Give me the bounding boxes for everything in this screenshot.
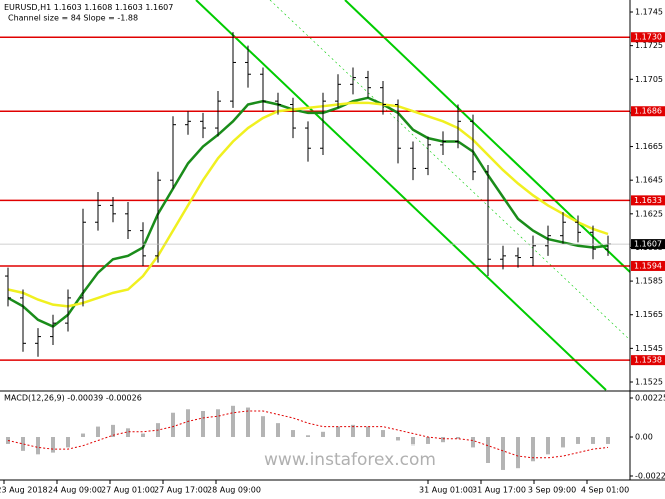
macd-bar: [351, 424, 355, 437]
macd-bar: [141, 433, 145, 437]
macd-bar: [411, 437, 415, 446]
macd-bar: [486, 437, 490, 463]
y-tick-label: -0.00225: [635, 472, 665, 481]
price-label: 1.1607: [634, 240, 662, 249]
y-tick-label: 1.1725: [635, 41, 663, 50]
macd-bar: [306, 435, 310, 437]
x-tick-label: 31 Aug 17:00: [472, 486, 526, 495]
moving-average: [7, 101, 609, 308]
macd-bar: [381, 430, 385, 437]
symbol: EURUSD,H1 1.1603 1.1608 1.1603 1.1607: [4, 3, 173, 12]
x-tick-label: 3 Sep 09:00: [528, 486, 576, 495]
level-label: 1.1594: [634, 261, 662, 270]
level-label-bg: [631, 106, 665, 117]
level-label: 1.1538: [634, 356, 662, 365]
macd-bar: [606, 437, 610, 444]
level-label-bg: [631, 195, 665, 206]
symbol-name: EURUSD,H1: [4, 3, 51, 12]
channel-lower: [195, 0, 607, 391]
channel-info: Channel size = 84 Slope = -1.88: [8, 14, 138, 23]
macd-bar: [591, 437, 595, 444]
macd-bar: [21, 437, 25, 451]
y-tick-label: 1.1625: [635, 209, 663, 218]
x-tick-label: 28 Aug 09:00: [207, 486, 261, 495]
level-label: 1.1633: [634, 196, 662, 205]
macd-bar: [66, 437, 70, 448]
macd-bar: [396, 437, 400, 441]
y-tick-label: 1.1705: [635, 75, 663, 84]
y-tick-label: 1.1585: [635, 277, 663, 286]
x-tick-label: 31 Aug 01:00: [419, 486, 473, 495]
ohlc: 1.1603 1.1608 1.1603 1.1607: [54, 3, 174, 12]
level-label-bg: [631, 32, 665, 43]
macd-bar: [81, 433, 85, 437]
level-label: 1.1730: [634, 33, 662, 42]
macd-bar: [51, 437, 55, 453]
macd-bar: [201, 411, 205, 437]
macd-bar: [441, 437, 445, 443]
macd-bar: [321, 431, 325, 437]
macd-bar: [501, 437, 505, 470]
macd-bar: [261, 416, 265, 437]
level-label-bg: [631, 355, 665, 366]
macd-bar: [96, 426, 100, 437]
watermark: www.instaforex.com: [264, 450, 436, 470]
y-tick-label: 1.1545: [635, 344, 663, 353]
macd-bar: [186, 409, 190, 437]
macd-bar: [576, 437, 580, 444]
x-tick-label: 23 Aug 2018: [0, 486, 48, 495]
x-tick-label: 27 Aug 17:00: [154, 486, 208, 495]
x-tick-label: 24 Aug 09:00: [48, 486, 102, 495]
moving-average: [7, 96, 609, 328]
y-tick-label: 0.00: [635, 433, 653, 442]
macd-bar: [231, 405, 235, 437]
y-tick-label: 1.1565: [635, 310, 663, 319]
level-label: 1.1686: [634, 107, 662, 116]
x-tick-label: 27 Aug 01:00: [101, 486, 155, 495]
level-label-bg: [631, 260, 665, 271]
y-tick-label: 1.1645: [635, 176, 663, 185]
macd-bar: [426, 437, 430, 444]
macd-bar: [36, 437, 40, 455]
y-tick-label: 0.00225: [635, 394, 665, 403]
macd-bar: [471, 437, 475, 448]
macd-bar: [366, 426, 370, 437]
price-label-bg: [631, 239, 665, 250]
watermark-bg: [250, 444, 450, 472]
y-tick-label: 1.1665: [635, 142, 663, 151]
macd-bar: [516, 437, 520, 469]
macd-bar: [111, 424, 115, 437]
macd-bar: [126, 428, 130, 437]
macd-bar: [531, 437, 535, 462]
macd-bar: [546, 437, 550, 455]
macd-bar: [171, 412, 175, 437]
macd-bar: [336, 426, 340, 437]
macd-bar: [456, 437, 460, 439]
macd-bar: [246, 407, 250, 437]
macd-bar: [561, 437, 565, 448]
macd-bar: [291, 430, 295, 437]
macd-bar: [216, 409, 220, 437]
macd-title: MACD(12,26,9) -0.00039 -0.00026: [4, 394, 142, 403]
y-tick-label: 1.1745: [635, 8, 663, 17]
y-tick-label: 1.1525: [635, 378, 663, 387]
macd-bar: [276, 423, 280, 437]
x-tick-label: 4 Sep 01:00: [581, 486, 629, 495]
channel-upper: [344, 0, 631, 273]
